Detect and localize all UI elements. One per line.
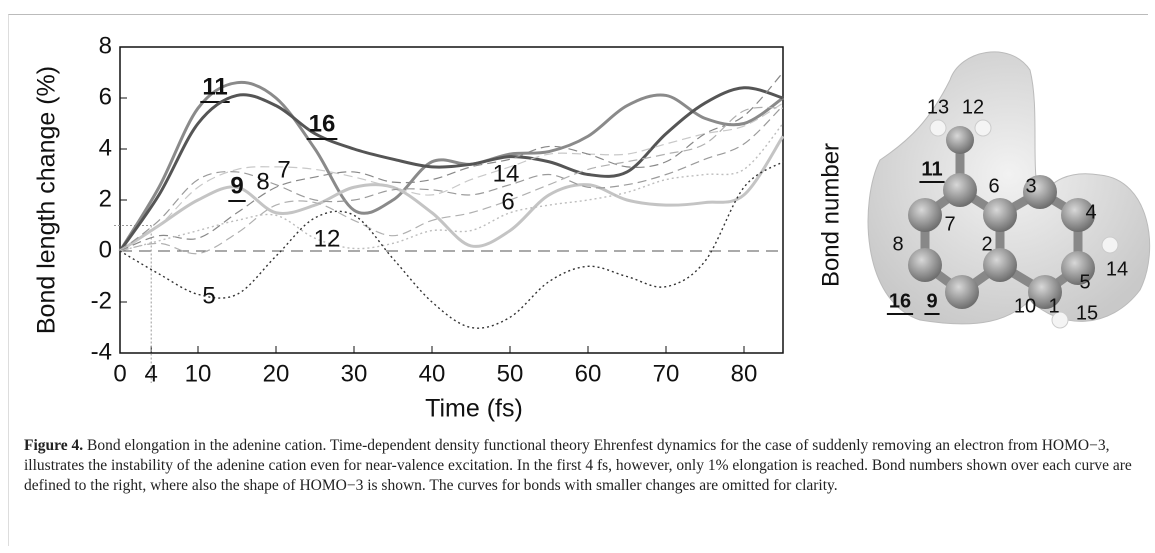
bond-label: 2 <box>981 233 992 255</box>
curve-label: 14 <box>493 160 520 187</box>
bond-label: 15 <box>1076 302 1098 324</box>
orbital-surface <box>867 51 1151 325</box>
y-tick-label: 6 <box>99 83 112 110</box>
molecule-diagram <box>867 51 1151 329</box>
bond-label: 14 <box>1106 258 1128 280</box>
curve-label: 7 <box>277 156 290 183</box>
bond-label: 9 <box>926 290 937 312</box>
y-tick-label: -4 <box>91 338 112 365</box>
caption: Figure 4. Bond elongation in the adenine… <box>24 436 1134 496</box>
bond-label: 8 <box>892 233 903 255</box>
x-tick-label: 0 <box>113 360 126 387</box>
curve-label: 9 <box>230 172 243 199</box>
bond-label: 13 <box>927 96 949 118</box>
x-tick-label: 10 <box>185 360 212 387</box>
curve-label: 16 <box>309 110 336 137</box>
bond-label: 11 <box>921 158 942 180</box>
series-line <box>119 102 784 252</box>
bond-label: 1 <box>1048 295 1059 317</box>
bond-label: 12 <box>962 96 984 118</box>
bond-label: 10 <box>1014 295 1036 317</box>
x-tick-label: 70 <box>653 360 680 387</box>
series-line <box>119 72 784 252</box>
hydrogens <box>929 119 1119 329</box>
y-tick-label: 2 <box>99 185 112 212</box>
y-tick-label: 8 <box>99 32 112 59</box>
bond-label: 7 <box>944 213 955 235</box>
series-line <box>119 123 784 252</box>
curve-label: 11 <box>202 73 227 100</box>
series-line <box>118 86 784 252</box>
y-axis-label: Bond length change (%) <box>33 66 61 334</box>
curve-label: 12 <box>314 225 341 252</box>
bond-label: 4 <box>1085 201 1096 223</box>
series-line <box>119 135 785 253</box>
curve-label: 6 <box>501 188 514 215</box>
x-tick-label: 60 <box>575 360 602 387</box>
chart: Time (fs) Bond length change (%) Bond nu… <box>33 32 1151 423</box>
caption-text: Bond elongation in the adenine cation. T… <box>24 437 1132 494</box>
bond-label: 3 <box>1025 175 1036 197</box>
curve-label: 5 <box>202 282 215 309</box>
series-line <box>118 80 784 252</box>
x-axis-label: Time (fs) <box>425 395 523 423</box>
x-tick-label: 30 <box>341 360 368 387</box>
atoms <box>908 126 1095 309</box>
y-tick-label: 4 <box>99 134 112 161</box>
y-tick-label: 0 <box>99 236 112 263</box>
x-tick-label: 20 <box>263 360 290 387</box>
x-tick-label: 50 <box>497 360 524 387</box>
series-line <box>119 105 784 252</box>
bond-label: 5 <box>1079 271 1090 293</box>
bond-label: 16 <box>889 290 911 312</box>
figure-frame <box>8 14 1148 546</box>
bond-label: 6 <box>988 175 999 197</box>
y-tick-label: -2 <box>91 287 112 314</box>
caption-label: Figure 4. <box>24 437 84 454</box>
x-tick-label: 80 <box>731 360 758 387</box>
x-tick-label: 40 <box>419 360 446 387</box>
molecule-axis-label: Bond number <box>817 143 844 287</box>
series-line <box>119 106 784 255</box>
curve-label: 8 <box>256 168 269 195</box>
